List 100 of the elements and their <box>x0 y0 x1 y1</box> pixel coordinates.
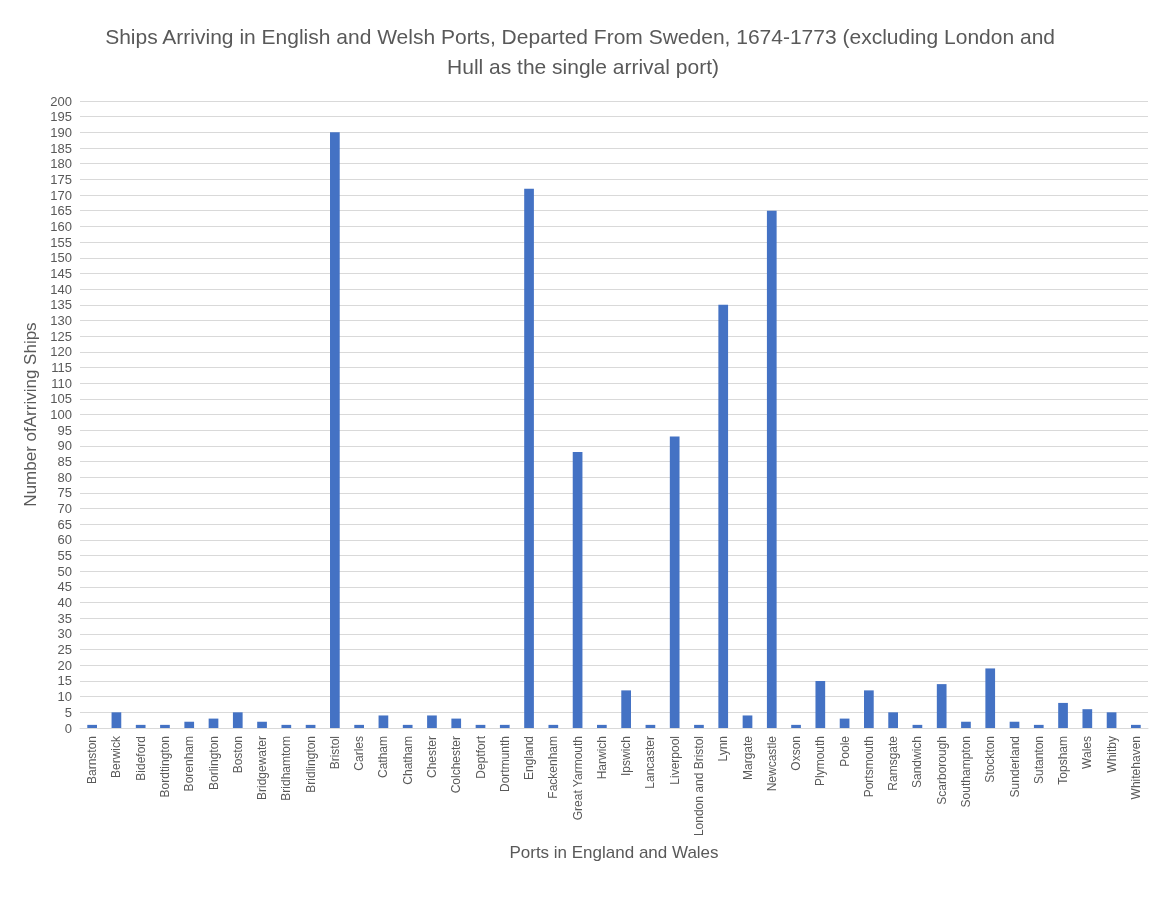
y-tick-label: 185 <box>50 140 72 156</box>
bar <box>1106 712 1117 728</box>
bar <box>718 304 729 728</box>
y-tick-label: 100 <box>50 407 72 422</box>
bar <box>475 724 486 728</box>
x-axis-title: Ports in England and Wales <box>509 842 719 862</box>
x-tick-label: Whitby <box>1104 736 1119 773</box>
bar <box>330 132 340 728</box>
y-tick-label: 30 <box>57 626 72 642</box>
y-tick-label: 150 <box>50 250 72 266</box>
y-tick-label: 125 <box>50 328 72 344</box>
x-tick-label: Deptfort <box>473 735 488 779</box>
y-tick-label: 60 <box>57 532 72 548</box>
bar <box>524 188 534 728</box>
bar <box>1082 709 1093 728</box>
x-tick-label: Lancaster <box>643 736 658 789</box>
y-tick-label: 110 <box>51 375 72 391</box>
x-tick-label: Lynn <box>716 736 731 762</box>
x-tick-label: Catham <box>376 736 391 779</box>
bar <box>451 718 462 728</box>
x-tick-label: Great Yarmouth <box>570 736 585 821</box>
bar <box>354 724 364 728</box>
bar <box>621 690 631 728</box>
x-tick-label: Ramsgate <box>886 735 901 791</box>
x-tick-label: Poole <box>837 735 852 767</box>
x-tick-label: Sutanton <box>1031 736 1046 785</box>
x-tick-label: Newcastle <box>764 735 779 792</box>
x-tick-label: Southampton <box>958 736 973 808</box>
bar <box>1033 724 1044 728</box>
x-tick-label: Plymouth <box>813 736 828 787</box>
bar <box>597 724 607 728</box>
x-tick-label: Harwich <box>594 736 609 780</box>
y-tick-label: 35 <box>57 610 72 626</box>
y-tick-label: 200 <box>50 93 72 109</box>
bar <box>87 724 97 728</box>
bar <box>548 724 559 728</box>
bar <box>135 724 146 728</box>
bar <box>669 436 680 728</box>
x-tick-label: Stockton <box>983 736 998 783</box>
y-tick-label: 165 <box>50 203 72 219</box>
y-tick-label: 175 <box>50 171 72 187</box>
y-tick-label: 45 <box>57 579 72 595</box>
bar <box>499 724 510 728</box>
bar <box>160 724 170 728</box>
x-tick-label: Sunderland <box>1007 736 1022 798</box>
y-tick-label: 190 <box>50 124 72 140</box>
y-tick-label: 155 <box>50 234 72 250</box>
x-tick-label: Boston <box>230 736 245 774</box>
x-tick-label: Borenham <box>182 736 197 792</box>
bar <box>888 712 898 728</box>
bar <box>1131 724 1141 728</box>
x-tick-label: Barnston <box>85 736 100 785</box>
bar <box>864 690 874 728</box>
x-tick-label: London and Bristol <box>691 736 706 837</box>
x-tick-label: Bridgewater <box>255 736 270 801</box>
x-tick-label: Scarborough <box>934 736 949 805</box>
x-tick-label: Fackenham <box>546 736 561 799</box>
bar <box>936 684 947 728</box>
x-tick-label: Carles <box>352 736 367 771</box>
x-tick-label: Berwick <box>109 735 124 779</box>
x-tick-label: Bridhamtom <box>279 736 294 801</box>
y-tick-label: 105 <box>50 391 72 407</box>
y-tick-label: 55 <box>57 548 72 564</box>
y-tick-label: 195 <box>50 109 72 125</box>
x-tick-label: Margate <box>740 735 755 781</box>
y-tick-label: 65 <box>57 516 72 532</box>
y-tick-label: 5 <box>64 704 72 720</box>
bar <box>378 715 389 728</box>
y-tick-label: 170 <box>50 187 72 203</box>
bar <box>694 724 704 728</box>
bar <box>766 210 777 728</box>
x-tick-label: Dortmunth <box>497 736 512 793</box>
bar <box>111 712 122 728</box>
y-tick-label: 140 <box>50 281 72 297</box>
y-tick-label: 70 <box>57 501 72 517</box>
bar <box>184 721 195 728</box>
y-tick-label: 160 <box>50 218 72 234</box>
x-tick-label: Topsham <box>1056 736 1071 785</box>
bar <box>815 680 826 728</box>
x-tick-label: Oxson <box>789 736 804 771</box>
x-tick-label: Bridlington <box>303 736 318 793</box>
y-tick-label: 135 <box>50 297 72 313</box>
bar <box>791 724 801 728</box>
y-tick-label: 90 <box>57 438 72 454</box>
x-tick-label: Wales <box>1080 736 1095 769</box>
x-tick-label: Bristol <box>327 736 342 770</box>
y-tick-label: 85 <box>57 454 72 470</box>
bar <box>645 724 656 728</box>
bar <box>961 721 971 728</box>
y-tick-label: 0 <box>64 720 72 736</box>
y-tick-label: 10 <box>57 689 72 705</box>
x-tick-label: Colchester <box>449 736 464 794</box>
bar <box>427 715 437 728</box>
chart-title: Ships Arriving in English and Welsh Ports, Departed From Sweden, 1674-1773 (excluding London and Hull as the single arrival port) <box>105 24 1061 78</box>
y-tick-label: 80 <box>57 469 72 485</box>
bar <box>281 724 292 728</box>
x-tick-label: Chatham <box>400 736 415 785</box>
y-tick-label: 120 <box>50 344 72 360</box>
x-tick-label: Ipswich <box>619 736 634 777</box>
x-tick-label: Bordtington <box>157 736 172 798</box>
